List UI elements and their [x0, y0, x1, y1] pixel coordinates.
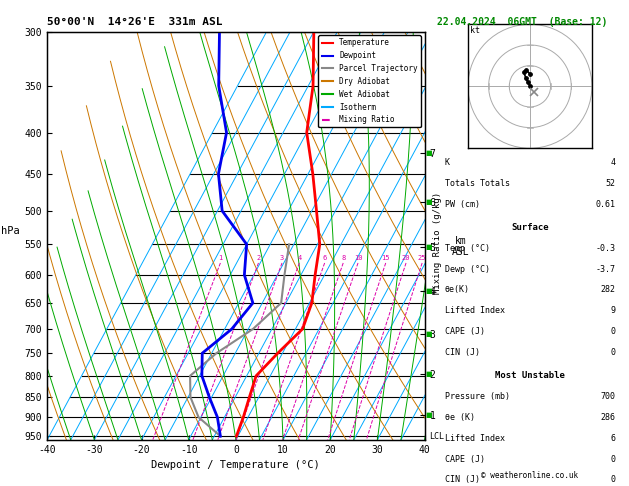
Text: 0: 0 [610, 475, 615, 485]
Text: Surface: Surface [511, 223, 548, 232]
Text: Mixing Ratio (g/kg): Mixing Ratio (g/kg) [433, 192, 442, 294]
Text: 6: 6 [610, 434, 615, 443]
Text: 15: 15 [381, 255, 390, 261]
Text: 8: 8 [341, 255, 345, 261]
Legend: Temperature, Dewpoint, Parcel Trajectory, Dry Adiobat, Wet Adiobat, Isotherm, Mi: Temperature, Dewpoint, Parcel Trajectory… [318, 35, 421, 127]
Text: 25: 25 [418, 255, 426, 261]
Text: ■: ■ [425, 150, 431, 156]
Text: K: K [445, 158, 450, 167]
Text: 286: 286 [600, 413, 615, 422]
Text: 20: 20 [402, 255, 410, 261]
Text: ■: ■ [425, 199, 431, 205]
Text: -0.3: -0.3 [595, 243, 615, 253]
Text: ■: ■ [425, 288, 431, 294]
Text: PW (cm): PW (cm) [445, 200, 479, 209]
Text: Lifted Index: Lifted Index [445, 306, 504, 315]
Text: 2: 2 [257, 255, 260, 261]
Text: 50°00'N  14°26'E  331m ASL: 50°00'N 14°26'E 331m ASL [47, 17, 223, 27]
Text: 3: 3 [280, 255, 284, 261]
Text: Lifted Index: Lifted Index [445, 434, 504, 443]
Point [523, 78, 533, 86]
Text: Pressure (mb): Pressure (mb) [445, 392, 509, 401]
Text: 282: 282 [600, 285, 615, 295]
Text: ■: ■ [425, 412, 431, 418]
Text: © weatheronline.co.uk: © weatheronline.co.uk [481, 471, 579, 480]
Text: 0: 0 [610, 348, 615, 357]
Text: CAPE (J): CAPE (J) [445, 327, 484, 336]
Text: CIN (J): CIN (J) [445, 348, 479, 357]
Text: θe(K): θe(K) [445, 285, 470, 295]
Point [525, 70, 535, 78]
Y-axis label: hPa: hPa [1, 226, 20, 236]
Point [521, 74, 531, 82]
Text: 4: 4 [298, 255, 301, 261]
Text: 9: 9 [610, 306, 615, 315]
Text: -3.7: -3.7 [595, 264, 615, 274]
Text: 0: 0 [610, 454, 615, 464]
Text: CAPE (J): CAPE (J) [445, 454, 484, 464]
Y-axis label: km
ASL: km ASL [452, 236, 469, 257]
Text: kt: kt [470, 26, 480, 35]
Text: θe (K): θe (K) [445, 413, 474, 422]
Text: LCL: LCL [429, 432, 443, 441]
Text: ■: ■ [425, 331, 431, 337]
Text: 22.04.2024  06GMT  (Base: 12): 22.04.2024 06GMT (Base: 12) [437, 17, 608, 27]
Point [519, 68, 529, 76]
Text: CIN (J): CIN (J) [445, 475, 479, 485]
Point [521, 66, 531, 74]
Text: ■: ■ [425, 244, 431, 250]
Text: Temp (°C): Temp (°C) [445, 243, 489, 253]
Text: 4: 4 [610, 158, 615, 167]
Text: 0: 0 [610, 327, 615, 336]
Text: Totals Totals: Totals Totals [445, 179, 509, 188]
Text: ■: ■ [425, 371, 431, 377]
Text: 52: 52 [605, 179, 615, 188]
Point [525, 83, 535, 90]
Text: 10: 10 [353, 255, 362, 261]
Text: 6: 6 [323, 255, 326, 261]
Text: 0.61: 0.61 [595, 200, 615, 209]
X-axis label: Dewpoint / Temperature (°C): Dewpoint / Temperature (°C) [152, 460, 320, 470]
Text: Most Unstable: Most Unstable [495, 371, 565, 380]
Text: 1: 1 [218, 255, 223, 261]
Text: 700: 700 [600, 392, 615, 401]
Text: Dewp (°C): Dewp (°C) [445, 264, 489, 274]
